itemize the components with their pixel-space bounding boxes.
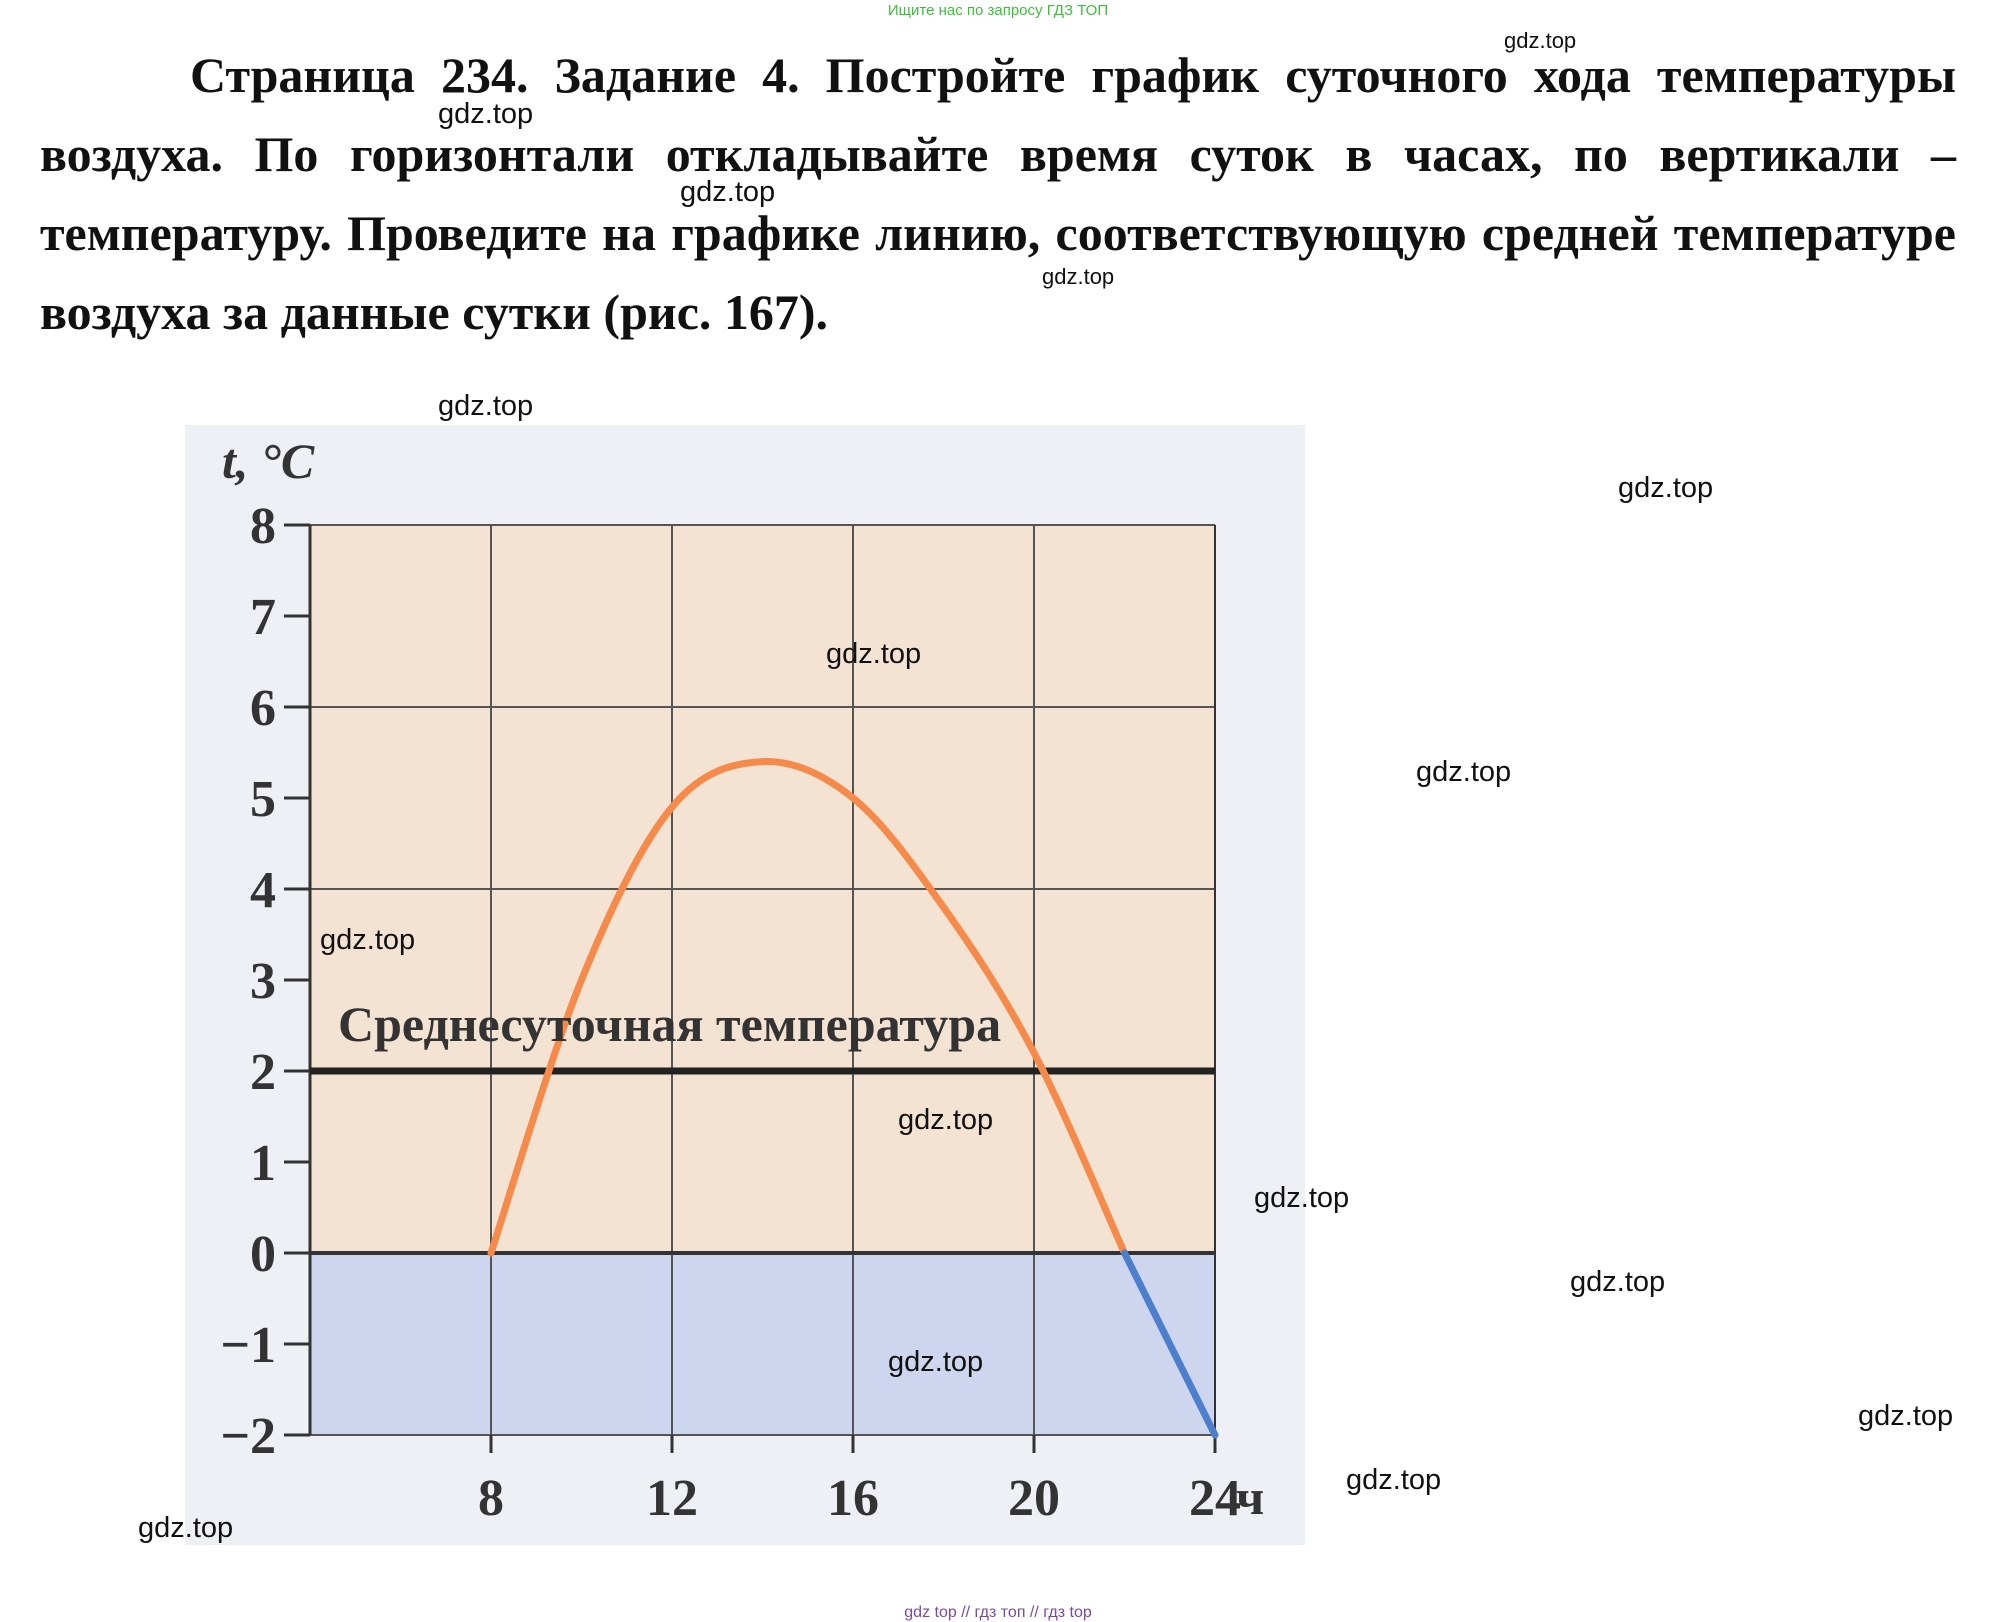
series <box>310 758 1219 1439</box>
task-text: Страница 234. Задание 4. Постройте графи… <box>40 47 1956 340</box>
watermark: gdz.top <box>1858 1400 1954 1432</box>
watermark: gdz.top <box>1504 28 1577 53</box>
watermark: gdz.top <box>1570 1266 1666 1298</box>
watermark: gdz.top <box>888 1346 984 1378</box>
watermark: gdz.top <box>1618 472 1714 504</box>
watermark: gdz.top <box>1346 1464 1442 1496</box>
x-tick-label: 20 <box>1008 1470 1060 1527</box>
y-tick-label: −1 <box>220 1317 276 1374</box>
temperature-curve-negative <box>1121 1249 1219 1439</box>
x-tick-label: 16 <box>827 1470 879 1527</box>
y-tick-label: 6 <box>250 680 276 737</box>
y-tick-label: 2 <box>250 1044 276 1101</box>
x-tick-label: 24 <box>1189 1470 1241 1527</box>
watermark: gdz.top <box>438 390 534 422</box>
x-tick-label: 8 <box>478 1470 504 1527</box>
watermark: gdz.top <box>1042 264 1115 289</box>
y-tick-label: 5 <box>250 771 276 828</box>
watermark: gdz.top <box>320 924 416 956</box>
x-tick-label: 12 <box>646 1470 698 1527</box>
average-line-label: Среднесуточная температура <box>338 996 1001 1052</box>
temperature-curve-positive <box>487 758 1128 1257</box>
top-banner[interactable]: Ищите нас по запросу ГДЗ ТОП <box>887 2 1109 19</box>
watermark: gdz.top <box>826 638 922 670</box>
y-tick-label: 1 <box>250 1135 276 1192</box>
watermark: gdz.top <box>1254 1182 1350 1214</box>
watermark: gdz.top <box>138 1512 234 1544</box>
watermark: gdz.top <box>1416 756 1512 788</box>
watermark: gdz.top <box>680 176 776 208</box>
y-axis-label: t, °С <box>222 433 315 489</box>
y-tick-label: 3 <box>250 953 276 1010</box>
y-tick-label: 8 <box>250 498 276 555</box>
y-tick-label: −2 <box>220 1408 276 1465</box>
cold-zone <box>310 1253 1215 1435</box>
watermark: gdz.top <box>898 1104 994 1136</box>
axes: 8 7 6 5 4 3 2 1 0 −1 −2 8 12 16 20 24 <box>220 498 1241 1527</box>
x-unit-label: ч <box>1236 1469 1264 1525</box>
watermark: gdz.top <box>438 98 534 130</box>
y-tick-label: 7 <box>250 589 276 646</box>
y-tick-label: 4 <box>250 862 276 919</box>
y-tick-label: 0 <box>250 1226 276 1283</box>
bottom-banner[interactable]: gdz top // гдз топ // гдз top <box>904 1604 1092 1621</box>
